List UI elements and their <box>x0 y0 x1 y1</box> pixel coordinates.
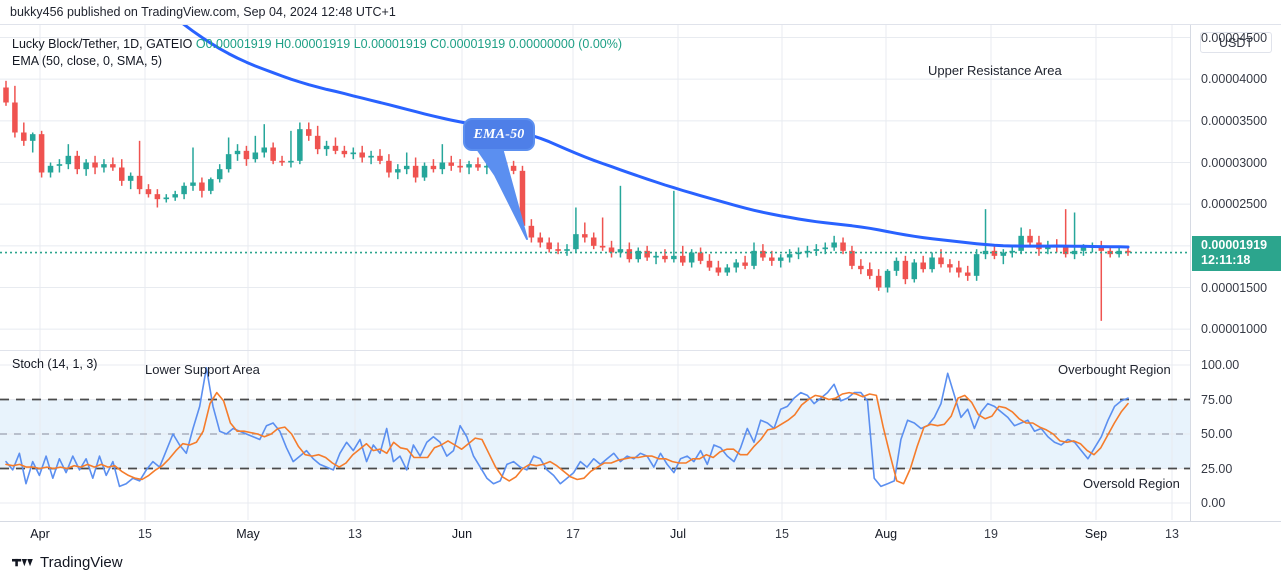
stochastic-chart-canvas <box>0 351 1190 520</box>
ohlc-low: L0.00001919 <box>353 37 427 51</box>
time-axis-tick: 15 <box>775 526 789 541</box>
bar-countdown: 12:11:18 <box>1201 252 1251 267</box>
ohlc-open: O0.00001919 <box>195 37 272 51</box>
price-pane[interactable]: Lucky Block/Tether, 1D, GATEIO O0.000019… <box>0 25 1190 350</box>
stoch-axis-tick: 25.00 <box>1201 461 1233 476</box>
time-axis-tick: Apr <box>30 526 50 541</box>
price-axis-tick: 0.00003000 <box>1201 155 1268 170</box>
time-axis-tick: 13 <box>348 526 362 541</box>
ohlc-change: 0.00000000 (0.00%) <box>508 37 623 51</box>
ema-callout-bubble[interactable]: EMA-50 <box>463 118 535 151</box>
ema-legend-label[interactable]: EMA (50, close, 0, SMA, 5) <box>12 54 163 68</box>
price-axis-tick: 0.00001000 <box>1201 322 1268 337</box>
price-chart-canvas <box>0 25 1190 350</box>
time-axis-tick: Sep <box>1084 526 1108 541</box>
current-price-tag: 0.00001919 12:11:18 <box>1192 235 1281 271</box>
time-axis-tick: 13 <box>1165 526 1179 541</box>
current-price-value: 0.00001919 <box>1201 237 1268 252</box>
currency-badge: USDT <box>1200 32 1272 53</box>
stoch-axis-tick: 100.00 <box>1201 358 1240 372</box>
ohlc-close: C0.00001919 <box>430 37 506 51</box>
stoch-axis-tick: 50.00 <box>1201 427 1233 441</box>
time-axis-tick: 15 <box>138 526 152 541</box>
price-axis-tick: 0.00003500 <box>1201 113 1268 128</box>
overbought-annotation: Overbought Region <box>1058 362 1171 377</box>
stoch-axis-tick: 0.00 <box>1201 496 1226 510</box>
price-axis-tick: 0.00002500 <box>1201 197 1268 212</box>
tradingview-brand-text: TradingView <box>40 553 123 571</box>
price-axis-tick: 0.00004000 <box>1201 72 1268 87</box>
stoch-axis-tick: 75.00 <box>1201 392 1233 407</box>
time-axis-tick: Jul <box>670 526 686 541</box>
tradingview-logo-icon <box>12 558 33 567</box>
time-axis-tick: Jun <box>451 526 473 541</box>
chart-frame: Lucky Block/Tether, 1D, GATEIO O0.000019… <box>0 24 1281 545</box>
time-axis[interactable]: Apr 15 May 13 Jun 17 Jul 15 Aug 19 Sep 13 <box>0 521 1281 545</box>
footer: TradingView <box>0 545 1281 579</box>
time-axis-tick: 17 <box>566 526 580 541</box>
oversold-annotation: Oversold Region <box>1083 476 1180 491</box>
stochastic-pane[interactable]: Stoch (14, 1, 3) Lower Support Area Over… <box>0 350 1190 521</box>
price-legend: Lucky Block/Tether, 1D, GATEIO O0.000019… <box>12 36 622 69</box>
ohlc-high: H0.00001919 <box>275 37 351 51</box>
price-axis-tick: 0.00004500 <box>1201 30 1268 45</box>
price-axis[interactable]: USDT 0.00004500 0.00004000 0.00003500 0.000… <box>1190 25 1281 521</box>
time-axis-tick: May <box>236 526 260 541</box>
symbol-label[interactable]: Lucky Block/Tether, 1D, GATEIO <box>12 37 193 51</box>
lower-support-annotation: Lower Support Area <box>145 362 260 377</box>
price-legend-line1: Lucky Block/Tether, 1D, GATEIO O0.000019… <box>12 36 622 52</box>
upper-resistance-annotation: Upper Resistance Area <box>928 63 1062 78</box>
stoch-legend-label[interactable]: Stoch (14, 1, 3) <box>12 357 98 371</box>
attribution-bar: bukky456 published on TradingView.com, S… <box>0 0 1281 24</box>
time-axis-tick: Aug <box>874 526 898 541</box>
time-axis-tick: 19 <box>984 526 998 541</box>
price-axis-tick: 0.00001500 <box>1201 280 1268 295</box>
attribution-text: bukky456 published on TradingView.com, S… <box>10 5 396 19</box>
ema-callout-label: EMA-50 <box>473 126 525 142</box>
